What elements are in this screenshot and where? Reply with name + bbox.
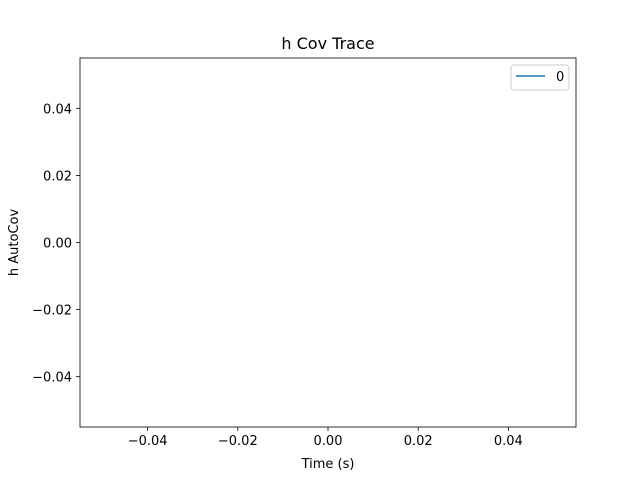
y-tick-label: 0.04 <box>43 102 72 117</box>
y-tick-label: 0.00 <box>43 237 72 252</box>
x-tick-label: 0.02 <box>404 434 433 449</box>
y-tick-label: 0.02 <box>43 169 72 184</box>
x-axis-label: Time (s) <box>301 457 355 472</box>
y-axis: 0.04 0.02 0.00 −0.02 −0.04 <box>32 102 80 386</box>
y-tick-label: −0.04 <box>32 371 72 386</box>
legend-label: 0 <box>556 70 564 85</box>
x-tick-label: −0.02 <box>218 434 258 449</box>
x-tick-label: 0.04 <box>494 434 523 449</box>
x-tick-label: 0.00 <box>314 434 343 449</box>
legend-box <box>510 64 570 91</box>
chart-title: h Cov Trace <box>281 34 374 53</box>
legend: 0 <box>510 64 570 91</box>
y-tick-label: −0.02 <box>32 304 72 319</box>
y-axis-label: h AutoCov <box>7 209 22 277</box>
plot-area <box>79 57 577 428</box>
x-tick-label: −0.04 <box>128 434 168 449</box>
x-axis: −0.04 −0.02 0.00 0.02 0.04 <box>128 427 523 449</box>
